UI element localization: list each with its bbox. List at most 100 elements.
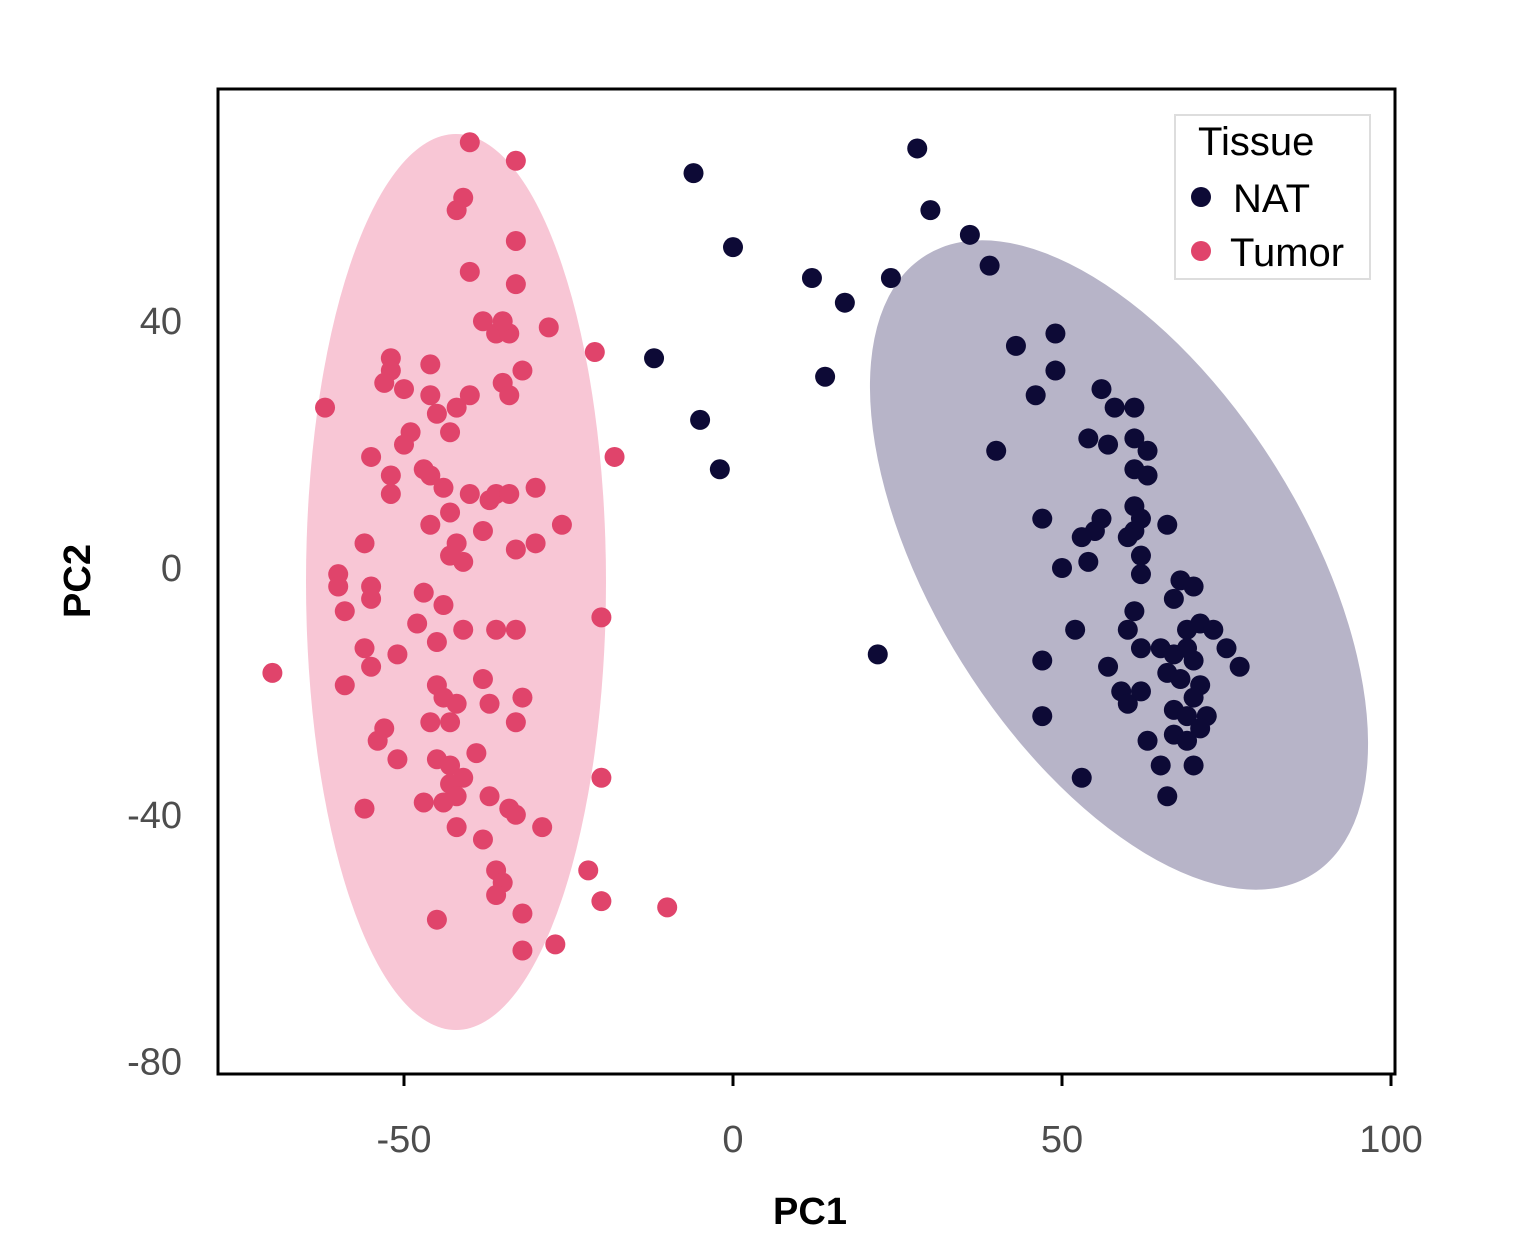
y-tick-label: 0 bbox=[161, 548, 182, 590]
legend-label-tumor: Tumor bbox=[1230, 231, 1344, 275]
point-tumor bbox=[440, 422, 461, 443]
point-tumor bbox=[545, 934, 566, 955]
point-tumor bbox=[578, 860, 599, 881]
point-nat bbox=[1098, 434, 1119, 455]
point-nat bbox=[1183, 755, 1204, 776]
point-tumor bbox=[446, 817, 467, 838]
point-tumor bbox=[446, 693, 467, 714]
point-nat bbox=[959, 224, 980, 245]
point-nat bbox=[880, 268, 901, 289]
point-nat bbox=[1005, 335, 1026, 356]
point-tumor bbox=[591, 767, 612, 788]
legend-key-nat bbox=[1191, 187, 1211, 207]
point-tumor bbox=[525, 533, 546, 554]
point-nat bbox=[834, 292, 855, 313]
point-nat bbox=[867, 644, 888, 665]
point-tumor bbox=[512, 687, 533, 708]
point-tumor bbox=[426, 909, 447, 930]
point-nat bbox=[1124, 601, 1145, 622]
point-nat bbox=[1183, 687, 1204, 708]
point-nat bbox=[1091, 379, 1112, 400]
point-nat bbox=[1078, 428, 1099, 449]
ellipse-nat bbox=[869, 240, 1369, 890]
legend-key-tumor bbox=[1191, 241, 1211, 261]
point-nat bbox=[1183, 576, 1204, 597]
point-nat bbox=[1216, 638, 1237, 659]
point-tumor bbox=[446, 397, 467, 418]
point-nat bbox=[1177, 730, 1198, 751]
point-tumor bbox=[472, 669, 493, 690]
point-nat bbox=[1032, 650, 1053, 671]
y-axis-ticks: -80 -40 0 40 bbox=[127, 301, 182, 1083]
point-nat bbox=[1124, 428, 1145, 449]
point-tumor bbox=[374, 372, 395, 393]
point-tumor bbox=[486, 885, 507, 906]
point-nat bbox=[1137, 465, 1158, 486]
point-tumor bbox=[512, 903, 533, 924]
point-tumor bbox=[591, 891, 612, 912]
point-nat bbox=[1157, 786, 1178, 807]
point-tumor bbox=[472, 311, 493, 332]
point-nat bbox=[1117, 527, 1138, 548]
point-tumor bbox=[453, 187, 474, 208]
point-nat bbox=[1203, 619, 1224, 640]
legend-label-nat: NAT bbox=[1233, 177, 1310, 221]
point-tumor bbox=[420, 514, 441, 535]
point-nat bbox=[1157, 514, 1178, 535]
point-nat bbox=[1045, 323, 1066, 344]
point-tumor bbox=[512, 360, 533, 381]
point-tumor bbox=[380, 483, 401, 504]
point-tumor bbox=[433, 477, 454, 498]
point-nat bbox=[1124, 397, 1145, 418]
point-tumor bbox=[505, 274, 526, 295]
point-nat bbox=[1130, 545, 1151, 566]
y-tick-label: 40 bbox=[140, 301, 182, 343]
point-nat bbox=[1150, 755, 1171, 776]
point-nat bbox=[801, 268, 822, 289]
point-tumor bbox=[361, 656, 382, 677]
x-tick-label: 50 bbox=[1041, 1119, 1083, 1161]
point-tumor bbox=[499, 385, 520, 406]
point-tumor bbox=[394, 379, 414, 400]
point-tumor bbox=[354, 798, 375, 819]
point-nat bbox=[690, 409, 711, 430]
point-tumor bbox=[505, 539, 526, 560]
point-nat bbox=[1071, 527, 1092, 548]
point-nat bbox=[815, 366, 836, 387]
point-nat bbox=[1137, 730, 1158, 751]
point-nat bbox=[1052, 558, 1072, 578]
point-tumor bbox=[407, 613, 428, 634]
y-tick-label: -80 bbox=[127, 1042, 182, 1084]
point-nat bbox=[1137, 440, 1158, 461]
point-tumor bbox=[380, 465, 401, 486]
legend: Tissue NAT Tumor bbox=[1174, 114, 1371, 280]
point-nat bbox=[1025, 385, 1046, 406]
point-tumor bbox=[433, 792, 454, 813]
point-tumor bbox=[420, 385, 441, 406]
point-tumor bbox=[584, 342, 605, 363]
point-tumor bbox=[532, 817, 553, 838]
point-tumor bbox=[413, 582, 434, 603]
point-nat bbox=[1170, 669, 1191, 690]
x-axis-title: PC1 bbox=[773, 1191, 847, 1233]
point-tumor bbox=[604, 446, 625, 467]
point-tumor bbox=[420, 354, 441, 375]
point-tumor bbox=[394, 434, 414, 455]
point-tumor bbox=[479, 786, 500, 807]
point-tumor bbox=[387, 644, 408, 665]
point-tumor bbox=[426, 403, 447, 424]
point-tumor bbox=[551, 514, 572, 535]
point-nat bbox=[1045, 360, 1066, 381]
point-tumor bbox=[505, 804, 526, 825]
point-nat bbox=[683, 163, 704, 184]
point-tumor bbox=[459, 261, 480, 282]
series-tumor bbox=[262, 132, 678, 961]
point-tumor bbox=[420, 465, 441, 486]
point-tumor bbox=[440, 755, 461, 776]
point-tumor bbox=[466, 743, 487, 764]
point-nat bbox=[1130, 681, 1151, 702]
point-tumor bbox=[433, 595, 454, 616]
point-nat bbox=[709, 459, 730, 480]
point-nat bbox=[1032, 508, 1053, 529]
